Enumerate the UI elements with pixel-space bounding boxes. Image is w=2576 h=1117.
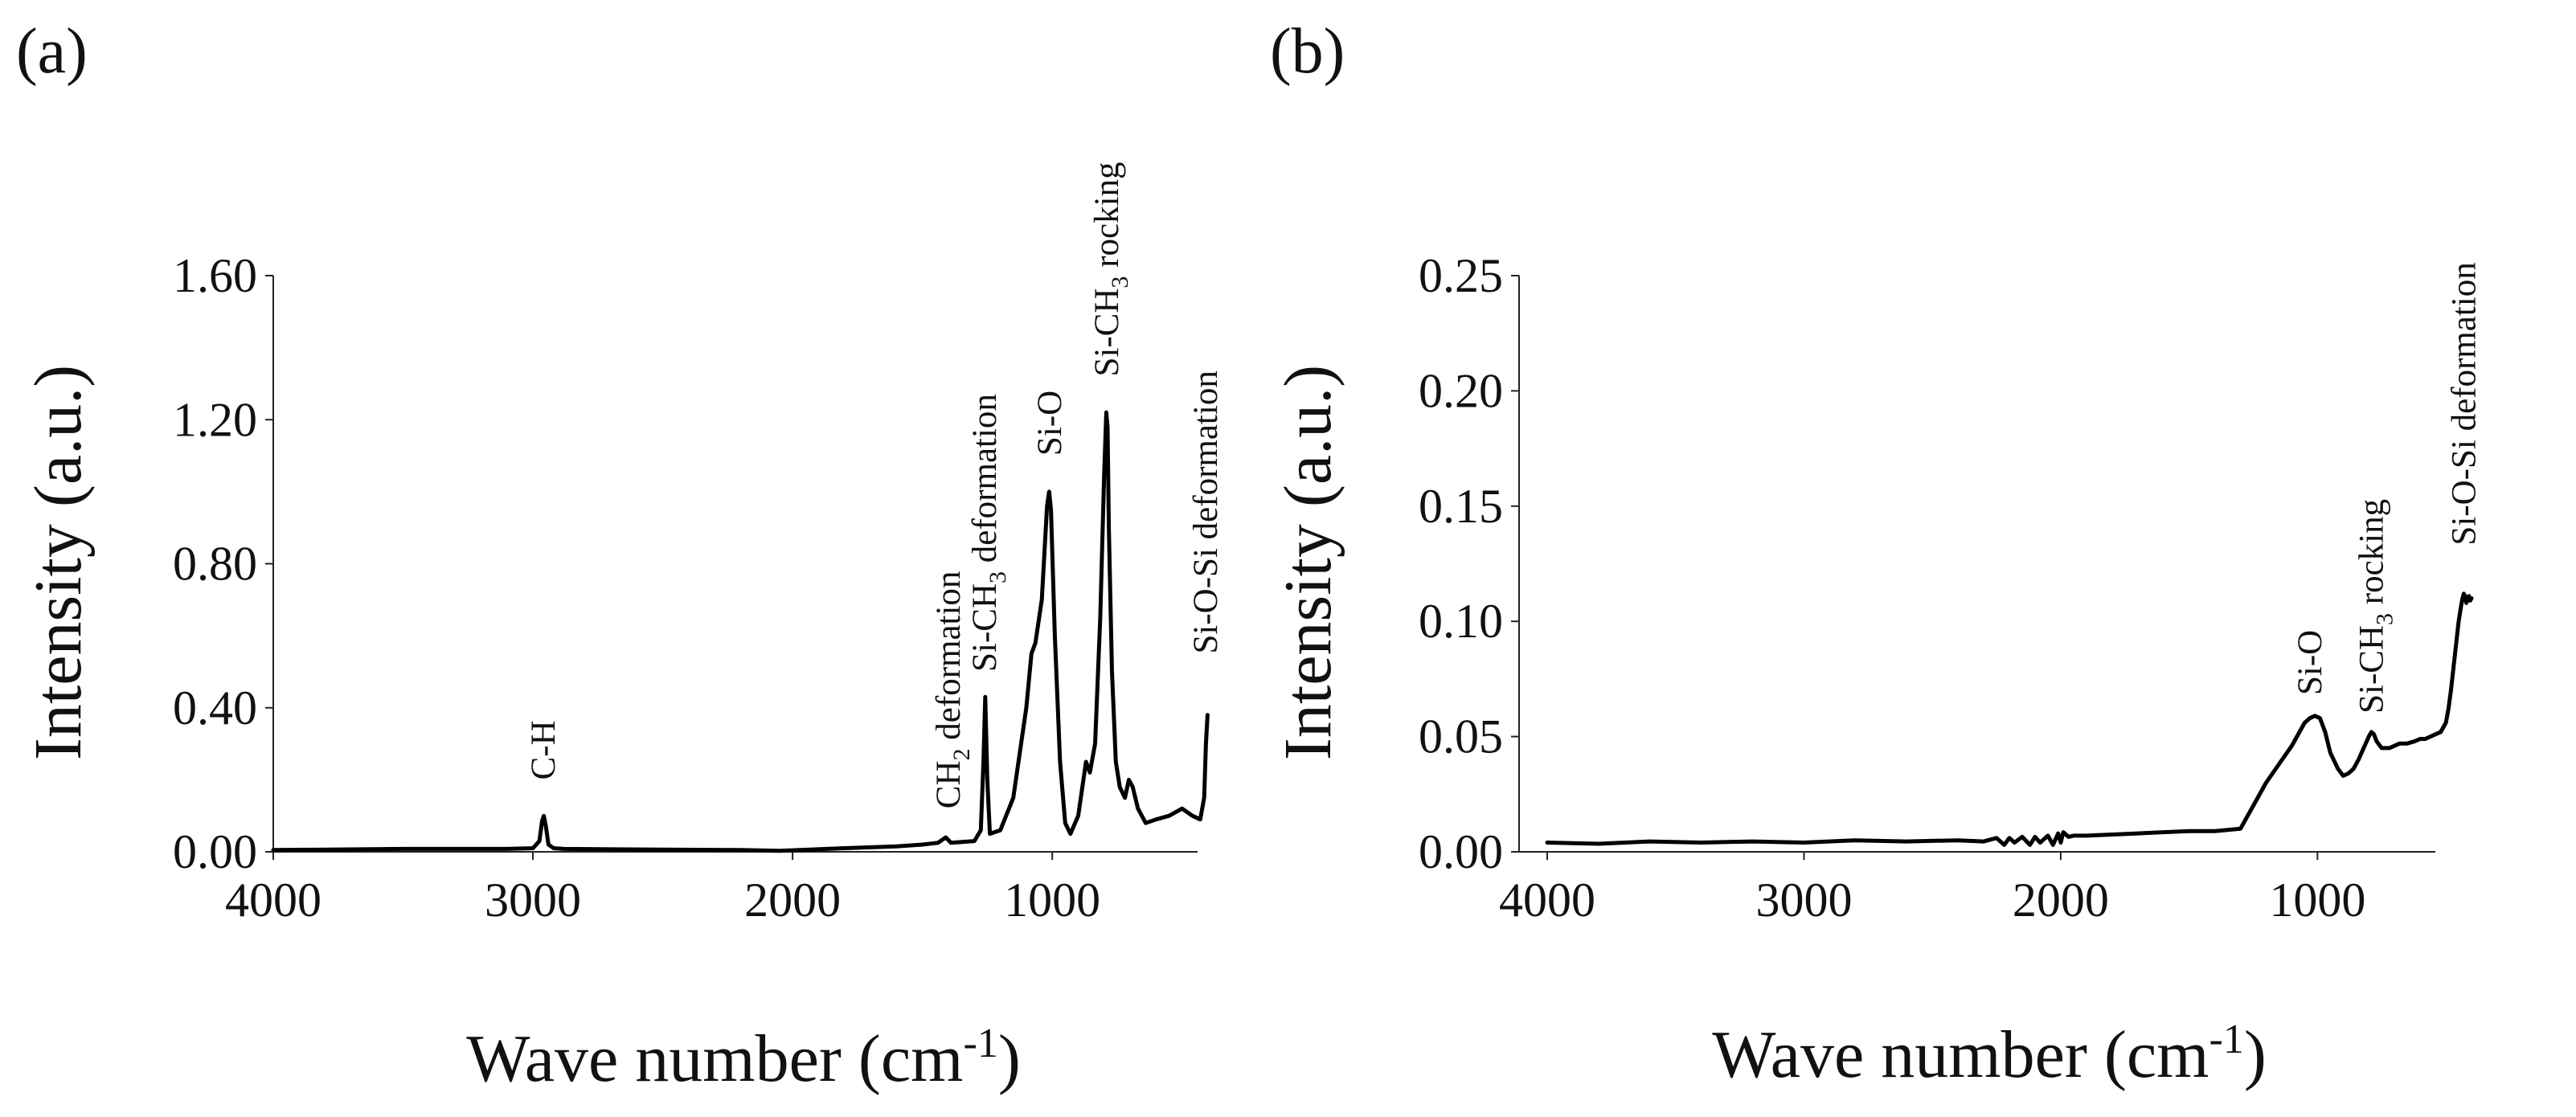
panel-a-spectrum-line	[271, 410, 1210, 853]
peak-annotation: Si-O	[2291, 630, 2329, 695]
panel-a-x-label-close: )	[998, 1021, 1021, 1096]
panel-b: (b) 0.00 0.05 0.10 0.15 0.20 0.25 4000 3000 200…	[1270, 16, 2483, 1092]
panel-a-label: (a)	[16, 16, 88, 87]
panel-a: (a) 0.00 0.40 0.80 1.20 1.60 4000 3000 2000 100…	[16, 16, 1225, 1096]
panel-b-y-ticks: 0.00 0.05 0.10 0.15 0.20 0.25	[1419, 249, 1519, 878]
peak-annotation: Si-O-Si deformation	[2445, 262, 2483, 545]
panel-b-y-label: Intensity (a.u.)	[1271, 365, 1345, 760]
annotation-text: Si-CH	[1088, 288, 1126, 377]
annotation-text: Si-O-Si deformation	[1187, 370, 1225, 653]
x-tick-label: 2000	[744, 874, 841, 927]
x-tick-label: 2000	[2013, 874, 2109, 927]
x-tick-label: 1000	[1004, 874, 1100, 927]
annotation-text-after: rocking	[1088, 162, 1126, 276]
panel-a-x-label: Wave number (cm-1)	[466, 1021, 1021, 1096]
y-tick-label: 0.20	[1419, 364, 1503, 417]
panel-a-y-ticks: 0.00 0.40 0.80 1.20 1.60	[173, 249, 273, 878]
peak-annotation: Si-CH3 rocking	[1088, 162, 1133, 376]
peak-annotation: Si-O-Si deformation	[1187, 370, 1225, 653]
annotation-text-after: rocking	[2353, 499, 2390, 613]
annotation-subscript: 3	[2371, 613, 2398, 625]
y-tick-label: 0.05	[1419, 710, 1503, 763]
panel-b-label: (b)	[1270, 16, 1345, 87]
x-tick-label: 4000	[1499, 874, 1595, 927]
annotation-text-after: deformation	[966, 394, 1004, 571]
panel-b-x-label: Wave number (cm-1)	[1712, 1017, 2267, 1092]
peak-annotation: Si-O	[1031, 391, 1069, 456]
x-tick-label: 4000	[225, 874, 321, 927]
panel-a-y-label: Intensity (a.u.)	[21, 365, 96, 760]
panel-b-x-label-sup: -1	[2209, 1017, 2244, 1062]
y-tick-label: 1.20	[173, 393, 257, 446]
annotation-text: CH	[930, 760, 968, 808]
annotation-text: Si-CH	[966, 583, 1004, 672]
y-tick-label: 0.00	[1419, 825, 1503, 878]
peak-annotation: Si-CH3 rocking	[2353, 499, 2398, 714]
annotation-subscript: 2	[948, 748, 975, 760]
y-tick-label: 0.25	[1419, 249, 1503, 302]
annotation-text: Si-O	[2291, 630, 2329, 695]
y-tick-label: 0.00	[173, 825, 257, 878]
annotation-text: Si-CH	[2353, 625, 2390, 714]
x-tick-label: 1000	[2269, 874, 2365, 927]
y-tick-label: 0.80	[173, 538, 257, 591]
peak-annotation: CH2 deformation	[930, 571, 975, 809]
peak-annotation: C-H	[525, 720, 563, 779]
annotation-text: C-H	[525, 720, 563, 779]
panel-b-x-ticks: 4000 3000 2000 1000	[1499, 852, 2365, 927]
x-tick-label: 3000	[485, 874, 581, 927]
peak-annotation: Si-CH3 deformation	[966, 394, 1011, 672]
panel-b-x-label-close: )	[2244, 1017, 2267, 1092]
panel-a-x-label-text: Wave number (cm	[466, 1021, 963, 1096]
annotation-text: Si-O	[1031, 391, 1069, 456]
panel-b-annotations: Si-O Si-CH3 rocking Si-O-Si deformation	[2291, 262, 2484, 714]
annotation-subscript: 3	[1107, 276, 1133, 288]
x-tick-label: 3000	[1755, 874, 1852, 927]
y-tick-label: 0.15	[1419, 480, 1503, 533]
annotation-text-after: deformation	[930, 571, 968, 749]
annotation-text: Si-O-Si deformation	[2445, 262, 2483, 545]
annotation-subscript: 3	[985, 571, 1011, 583]
y-tick-label: 0.10	[1419, 595, 1503, 648]
panel-a-x-ticks: 4000 3000 2000 1000	[225, 852, 1100, 927]
panel-b-spectrum-line	[1545, 591, 2474, 847]
panel-a-x-label-sup: -1	[964, 1021, 998, 1066]
panel-b-x-label-text: Wave number (cm	[1712, 1017, 2209, 1092]
y-tick-label: 1.60	[173, 249, 257, 302]
y-tick-label: 0.40	[173, 681, 257, 734]
